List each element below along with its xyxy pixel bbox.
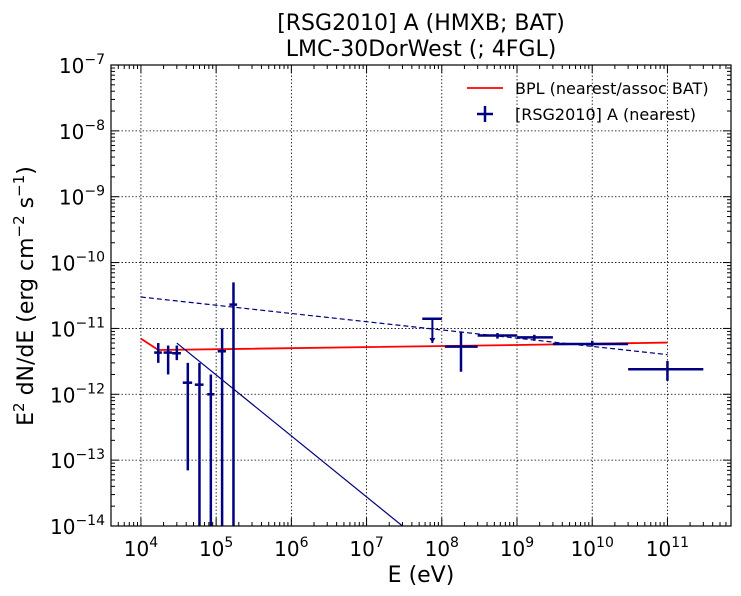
data-point	[163, 345, 173, 375]
x-tick-label: 107	[349, 535, 383, 561]
x-tick-label: 1010	[571, 535, 614, 561]
legend: BPL (nearest/assoc BAT) [RSG2010] A (nea…	[467, 79, 709, 124]
y-tick-label: 10−13	[50, 447, 105, 473]
data-point	[154, 343, 162, 363]
legend-label-model: BPL (nearest/assoc BAT)	[515, 79, 709, 98]
x-tick-label: 104	[124, 535, 158, 561]
chart-subtitle: LMC-30DorWest (; 4FGL)	[286, 37, 557, 62]
data-point	[182, 362, 193, 471]
y-tick-label: 10−8	[59, 118, 105, 144]
data-point	[207, 374, 215, 526]
y-tick-label: 10−9	[59, 184, 105, 210]
plot-frame	[110, 64, 732, 527]
x-tick-label: 108	[425, 535, 459, 561]
x-axis-label: E (eV)	[388, 563, 455, 588]
data-point	[217, 328, 226, 526]
chart-title: [RSG2010] A (HMXB; BAT)	[277, 11, 565, 36]
x-tick-label: 106	[274, 535, 308, 561]
y-tick-label: 10−10	[50, 250, 105, 276]
axis-ticks	[110, 64, 732, 527]
x-tick-label: 105	[199, 535, 233, 561]
x-tick-label: 109	[500, 535, 534, 561]
data-point	[444, 331, 478, 372]
upper-limit	[422, 317, 442, 344]
data-points	[154, 282, 704, 526]
x-tick-label: 1011	[646, 535, 689, 561]
y-tick-label: 10−14	[50, 513, 105, 539]
y-axis-label: E2 dN/dE (erg cm−2 s−1)	[10, 166, 39, 426]
model-line	[176, 342, 403, 526]
tick-labels: 104 105 106 107 108 109 1010 1011 10−14 10−13 10−1…	[50, 52, 689, 561]
data-point	[229, 282, 238, 526]
data-point	[517, 334, 553, 341]
legend-label-data: [RSG2010] A (nearest)	[515, 105, 696, 124]
y-tick-label: 10−12	[50, 381, 105, 407]
data-point	[477, 333, 518, 339]
data-point	[194, 362, 204, 526]
y-tick-label: 10−7	[59, 52, 105, 78]
data-point	[172, 345, 181, 361]
data-point	[552, 340, 629, 347]
data-point	[628, 361, 704, 381]
y-tick-label: 10−11	[50, 315, 105, 341]
grid	[111, 64, 731, 527]
upper-limit-arrow	[429, 338, 436, 344]
model-lines	[140, 296, 668, 526]
